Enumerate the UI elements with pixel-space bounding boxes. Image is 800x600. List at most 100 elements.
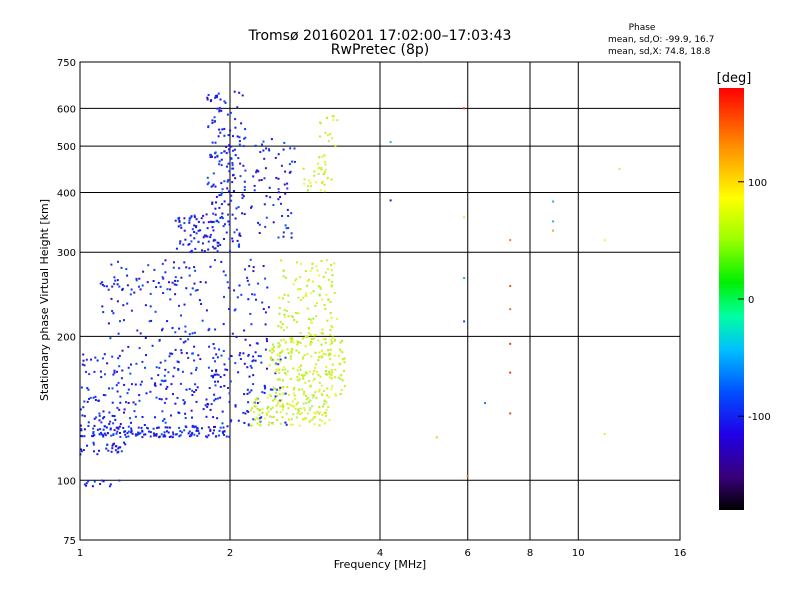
- data-point: [212, 376, 215, 379]
- data-point: [321, 384, 323, 387]
- data-point: [228, 357, 231, 360]
- data-point: [261, 408, 264, 410]
- data-point: [109, 483, 112, 486]
- data-point: [220, 354, 223, 357]
- data-point: [172, 433, 175, 436]
- data-point: [112, 422, 115, 425]
- data-point: [316, 302, 318, 305]
- data-point: [179, 242, 181, 245]
- data-point: [257, 221, 259, 224]
- data-point: [247, 353, 250, 356]
- data-point: [89, 396, 92, 399]
- data-point: [218, 109, 221, 112]
- data-point: [311, 405, 314, 408]
- data-point: [265, 412, 268, 415]
- data-point: [207, 403, 210, 406]
- data-point: [206, 98, 209, 101]
- data-point: [269, 415, 271, 418]
- data-point: [238, 354, 241, 357]
- data-point: [261, 143, 263, 146]
- data-point: [191, 394, 194, 396]
- data-point: [312, 394, 315, 397]
- data-point: [287, 300, 290, 303]
- data-point: [227, 162, 230, 165]
- data-point: [190, 251, 193, 254]
- data-point: [266, 407, 269, 410]
- data-point: [114, 449, 117, 452]
- data-point: [287, 215, 290, 217]
- data-point: [211, 226, 214, 229]
- data-point: [116, 406, 119, 409]
- data-point: [292, 283, 295, 286]
- data-point: [334, 338, 337, 341]
- data-point: [243, 213, 246, 216]
- data-point: [223, 134, 226, 137]
- data-point: [283, 293, 286, 296]
- data-point: [113, 429, 116, 432]
- data-point: [233, 148, 236, 151]
- data-point: [282, 235, 285, 238]
- data-point: [116, 300, 119, 303]
- data-point: [261, 391, 264, 394]
- data-point: [336, 119, 339, 122]
- data-point: [329, 133, 332, 136]
- data-point: [182, 399, 185, 402]
- data-point: [240, 122, 243, 125]
- data-point: [221, 430, 224, 433]
- data-point: [195, 232, 198, 235]
- data-point: [509, 371, 512, 374]
- data-point: [302, 167, 305, 170]
- data-point: [320, 168, 323, 171]
- data-point: [319, 121, 322, 124]
- data-point: [211, 184, 214, 187]
- data-point: [125, 436, 128, 438]
- data-point: [279, 344, 281, 347]
- data-point: [182, 341, 185, 344]
- data-point: [226, 113, 229, 116]
- data-point: [279, 422, 282, 425]
- data-point: [306, 336, 309, 339]
- data-point: [330, 264, 333, 267]
- data-point: [279, 386, 282, 389]
- data-point: [258, 401, 261, 404]
- data-point: [303, 417, 306, 420]
- data-point: [156, 426, 159, 429]
- data-point: [307, 380, 310, 382]
- data-point: [258, 409, 260, 412]
- data-point: [139, 383, 142, 386]
- data-point: [247, 424, 250, 427]
- data-point: [155, 433, 158, 435]
- data-point: [241, 94, 244, 97]
- data-point: [281, 215, 283, 217]
- data-point: [117, 426, 120, 429]
- data-point: [237, 206, 240, 209]
- data-point: [318, 412, 320, 415]
- data-point: [207, 240, 210, 243]
- data-point: [277, 325, 280, 328]
- data-point: [329, 343, 332, 346]
- data-point: [168, 281, 170, 284]
- data-point: [298, 351, 300, 354]
- data-point: [190, 249, 193, 252]
- data-point: [231, 167, 234, 170]
- data-point: [180, 314, 182, 317]
- data-point: [223, 363, 226, 366]
- data-point: [257, 282, 260, 285]
- data-point: [122, 304, 125, 307]
- data-point: [196, 434, 199, 437]
- data-point: [239, 358, 242, 360]
- data-point: [155, 286, 158, 289]
- data-point: [281, 368, 284, 371]
- data-point: [296, 343, 299, 346]
- data-point: [202, 221, 205, 224]
- data-point: [290, 236, 293, 239]
- data-point: [223, 127, 226, 130]
- data-point: [117, 450, 120, 453]
- data-point: [98, 433, 101, 435]
- data-point: [190, 215, 193, 218]
- data-point: [226, 281, 229, 284]
- data-point: [272, 359, 275, 362]
- data-point: [198, 299, 201, 302]
- y-tick-label: 500: [57, 142, 76, 153]
- data-point: [244, 128, 247, 131]
